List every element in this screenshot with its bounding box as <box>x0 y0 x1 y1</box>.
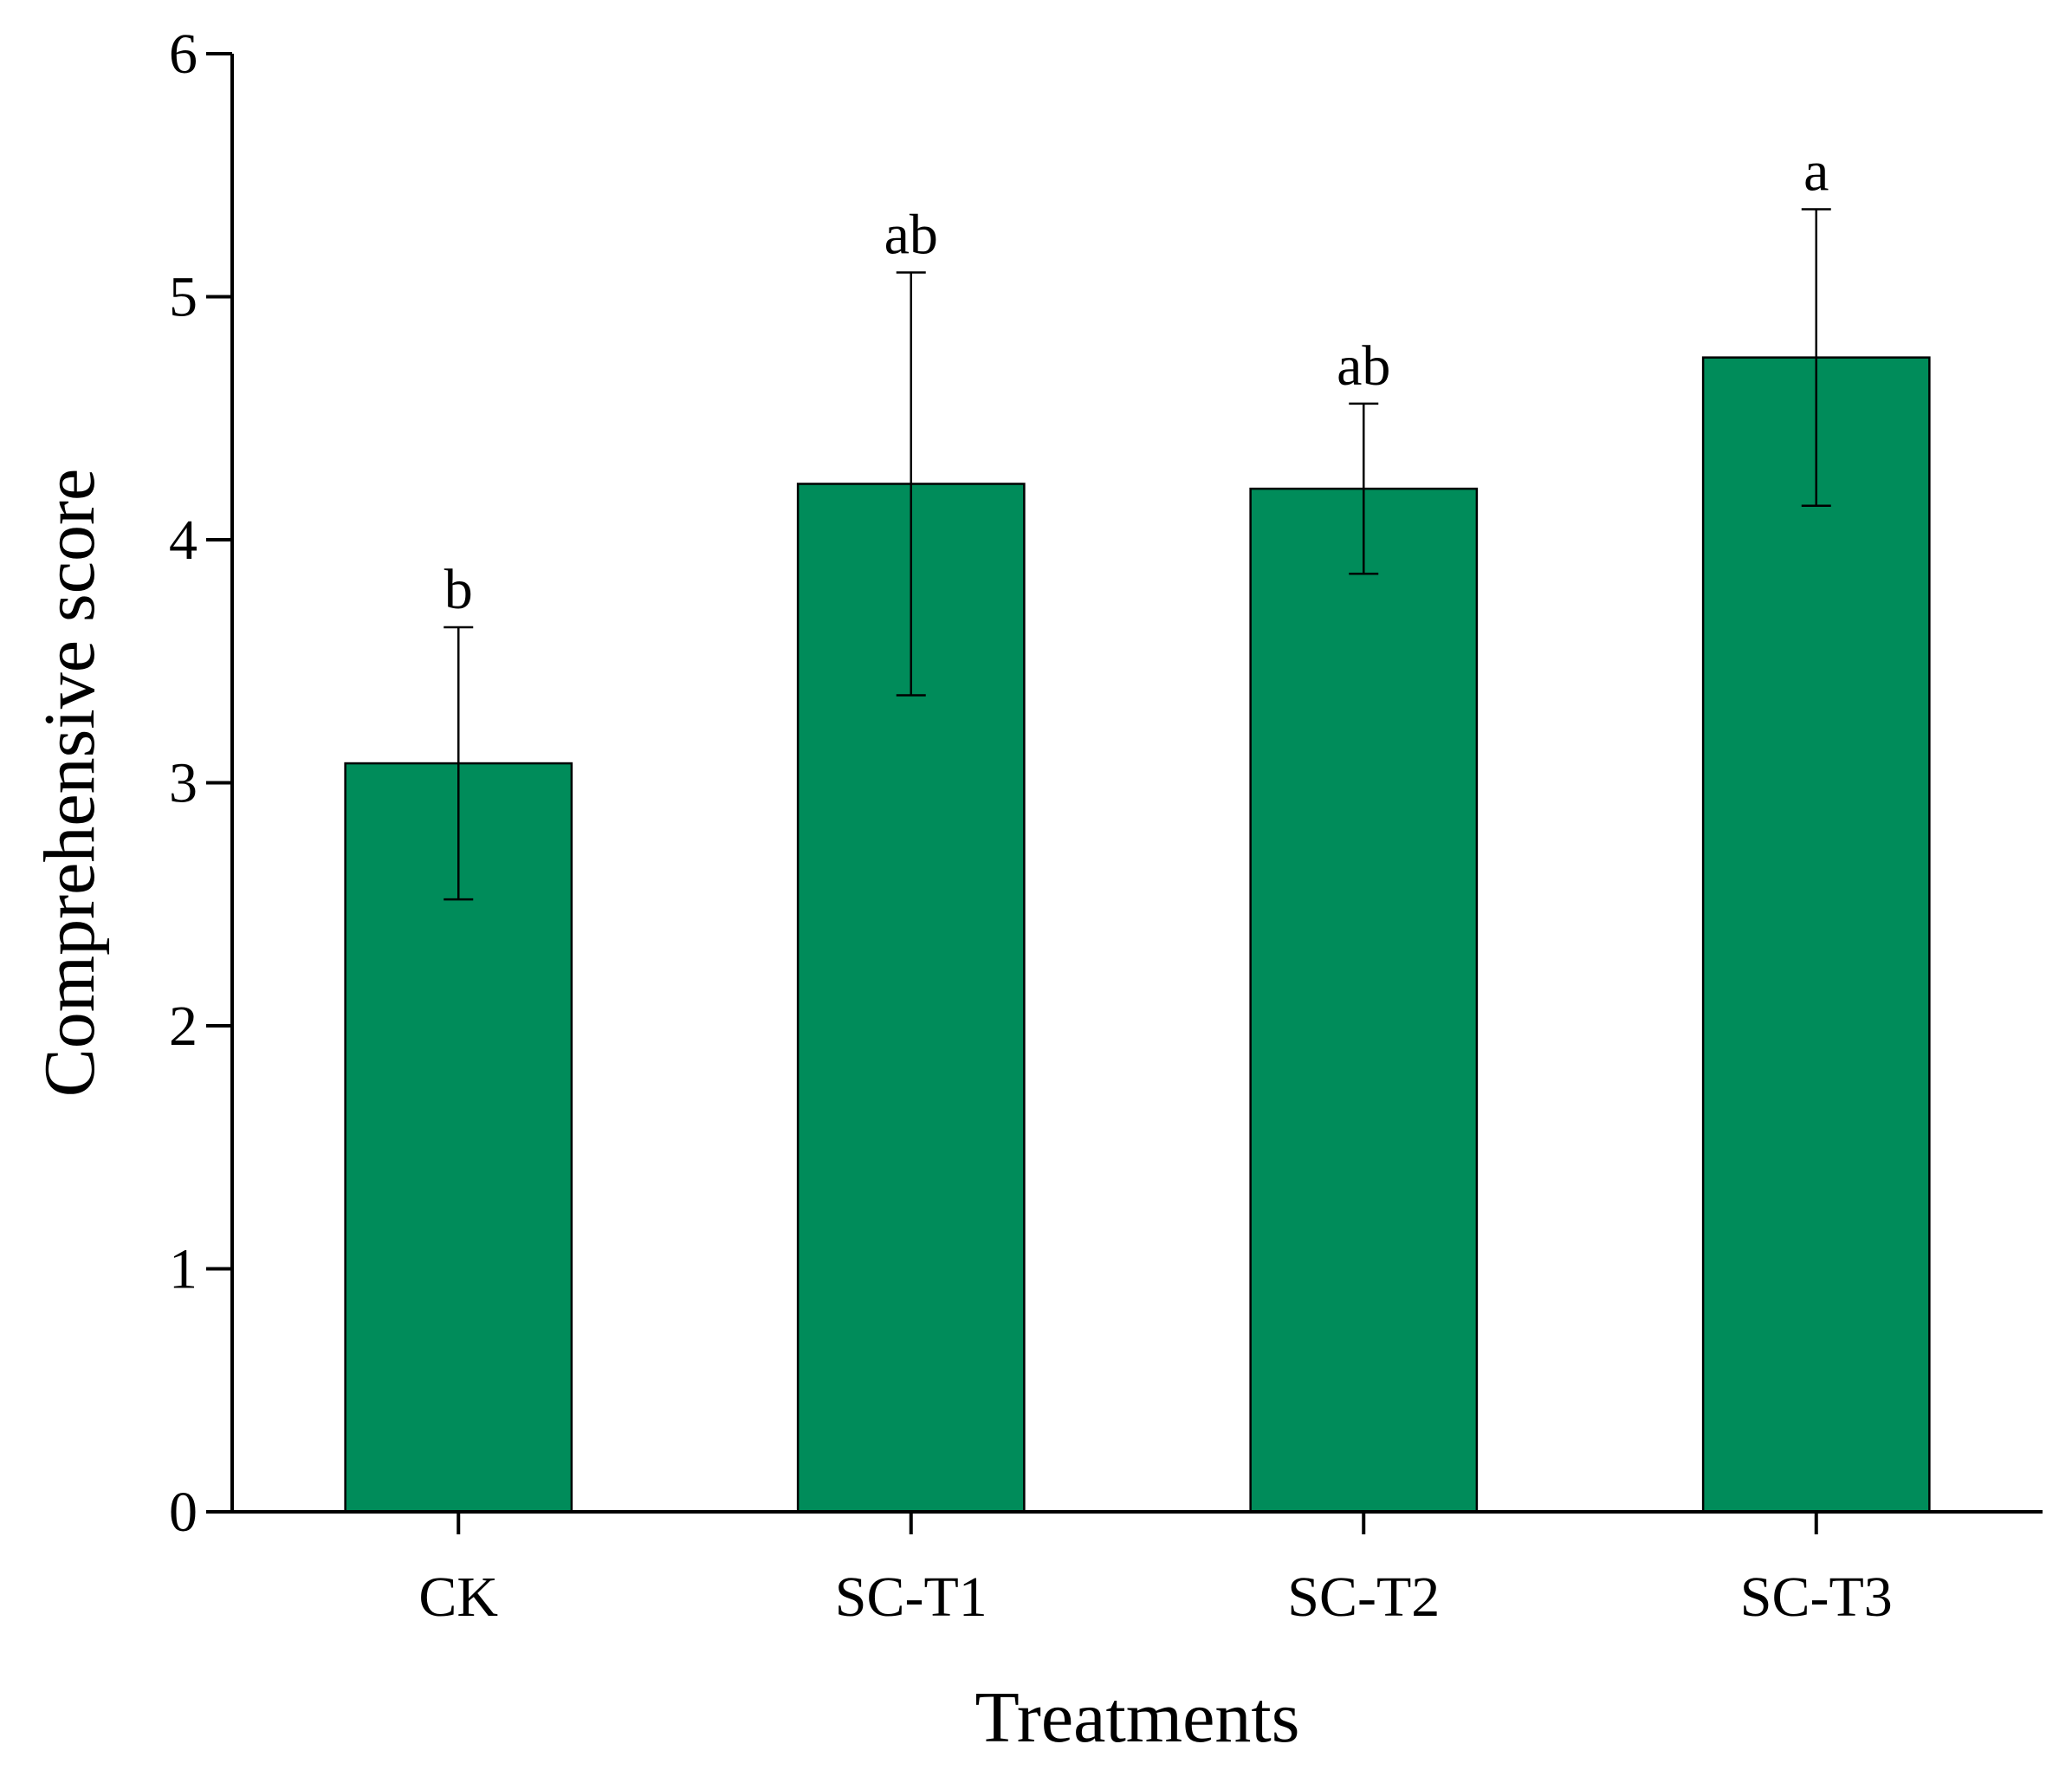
significance-label-sc-t3: a <box>1803 140 1829 204</box>
error-bar-sc-t1 <box>896 271 926 697</box>
bar-sc-t3 <box>1701 356 1931 1514</box>
y-axis-title: Comprehensive score <box>29 469 110 1097</box>
x-axis-title: Treatments <box>975 1677 1300 1758</box>
significance-labels: b ab ab a <box>444 140 1829 621</box>
y-tick-label-1: 1 <box>169 1238 197 1301</box>
x-tick-label-2: SC-T2 <box>1287 1566 1440 1629</box>
bars-layer <box>344 356 1931 1514</box>
bar-sc-t2 <box>1249 487 1479 1514</box>
x-tick-label-0: CK <box>418 1566 498 1629</box>
x-tick-label-3: SC-T3 <box>1740 1566 1893 1629</box>
y-tick-label-2: 2 <box>169 995 197 1058</box>
error-bar-sc-t2 <box>1349 402 1379 575</box>
error-bar-ck <box>444 626 474 901</box>
y-tick-label-5: 5 <box>169 266 197 329</box>
x-ticks: CK SC-T1 SC-T2 SC-T3 <box>418 1512 1893 1629</box>
significance-label-sc-t2: ab <box>1337 334 1390 398</box>
x-tick-label-1: SC-T1 <box>835 1566 987 1629</box>
y-tick-label-6: 6 <box>169 23 197 86</box>
y-ticks: 0 1 2 3 4 5 6 <box>169 23 232 1544</box>
error-bars-layer <box>444 208 1831 901</box>
y-tick-label-4: 4 <box>169 509 197 572</box>
error-bar-sc-t3 <box>1801 208 1831 507</box>
significance-label-ck: b <box>444 558 473 621</box>
y-tick-label-0: 0 <box>169 1481 197 1544</box>
y-tick-label-3: 3 <box>169 752 197 815</box>
significance-label-sc-t1: ab <box>884 203 938 266</box>
